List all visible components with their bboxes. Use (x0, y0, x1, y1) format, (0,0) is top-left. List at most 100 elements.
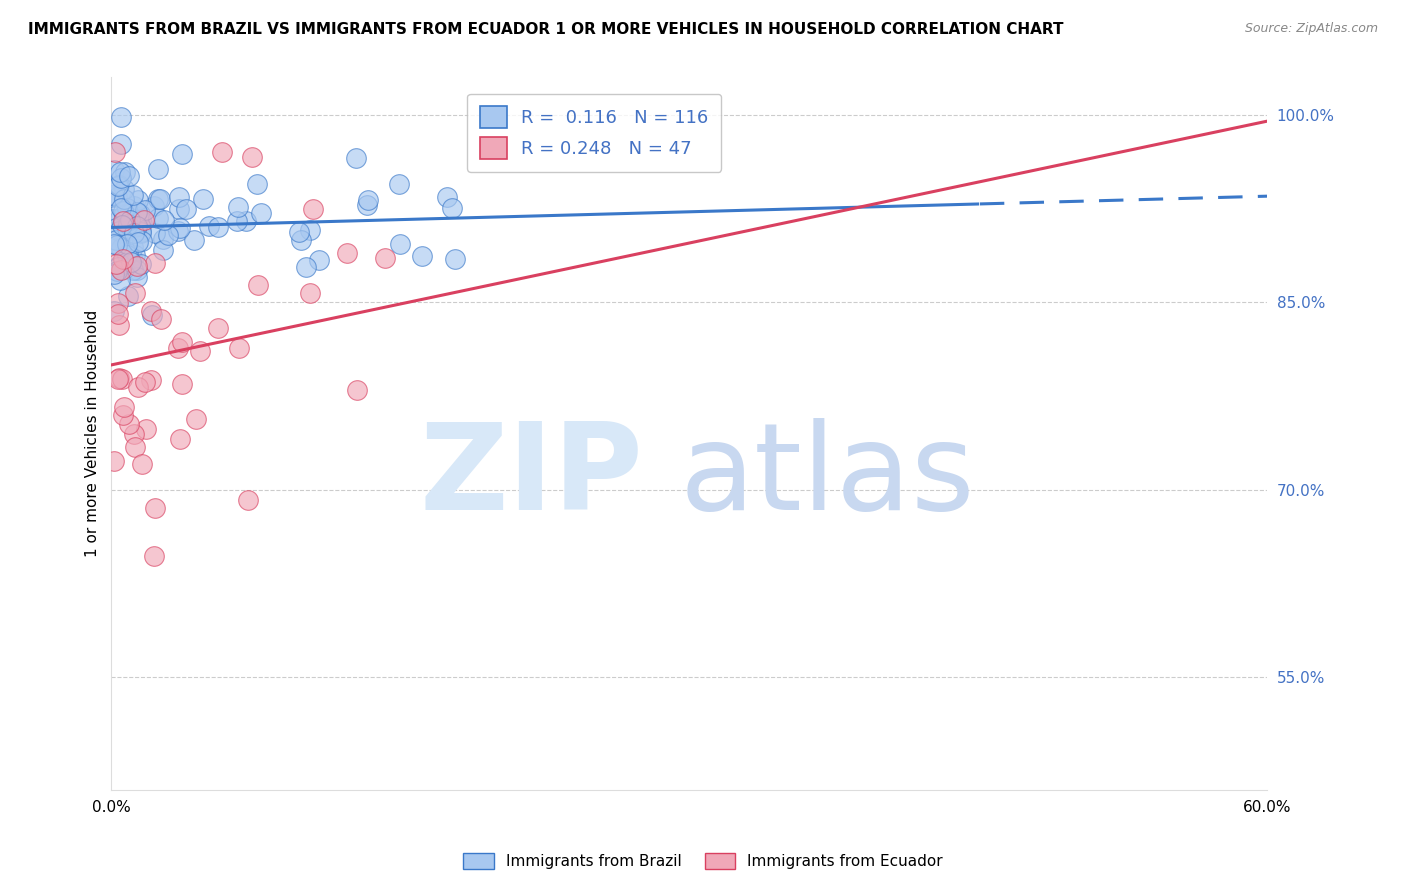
Point (112, 214, 135, 228)
Point (146, 161, 169, 176)
Point (127, 193, 149, 207)
Legend: R =  0.116   N = 116, R = 0.248   N = 47: R = 0.116 N = 116, R = 0.248 N = 47 (467, 94, 721, 172)
Point (107, 307, 129, 321)
Point (290, 233, 312, 247)
Point (134, 375, 156, 389)
Text: atlas: atlas (681, 417, 976, 535)
Point (127, 235, 149, 249)
Point (250, 206, 273, 220)
Text: ZIP: ZIP (419, 417, 643, 535)
Point (122, 187, 145, 202)
Text: IMMIGRANTS FROM BRAZIL VS IMMIGRANTS FROM ECUADOR 1 OR MORE VEHICLES IN HOUSEHOL: IMMIGRANTS FROM BRAZIL VS IMMIGRANTS FRO… (28, 22, 1063, 37)
Point (198, 219, 221, 234)
Point (114, 182, 136, 196)
Point (308, 252, 330, 267)
Point (356, 193, 378, 207)
Point (105, 263, 128, 277)
Point (242, 150, 264, 164)
Point (139, 304, 162, 318)
Point (167, 341, 190, 355)
Point (117, 245, 139, 260)
Point (148, 192, 170, 206)
Point (105, 238, 128, 252)
Point (105, 190, 128, 204)
Point (125, 204, 148, 219)
Point (298, 285, 321, 300)
Point (107, 372, 129, 386)
Point (112, 235, 135, 250)
Point (121, 215, 143, 229)
Point (115, 237, 138, 252)
Point (207, 320, 229, 334)
Point (191, 192, 214, 206)
Point (112, 408, 135, 422)
Point (112, 192, 135, 206)
Point (111, 218, 134, 232)
Y-axis label: 1 or more Vehicles in Household: 1 or more Vehicles in Household (86, 310, 100, 558)
Point (124, 286, 146, 301)
Point (294, 260, 316, 275)
Point (128, 210, 150, 224)
Point (110, 136, 132, 151)
Point (103, 267, 125, 281)
Point (143, 199, 166, 213)
Point (139, 373, 162, 387)
Legend: Immigrants from Brazil, Immigrants from Ecuador: Immigrants from Brazil, Immigrants from … (457, 847, 949, 875)
Point (105, 221, 128, 235)
Point (374, 251, 396, 265)
Point (125, 220, 148, 235)
Point (118, 218, 141, 232)
Point (441, 202, 464, 216)
Point (117, 217, 139, 231)
Point (131, 216, 153, 230)
Point (122, 426, 145, 441)
Point (170, 377, 193, 392)
Point (118, 212, 141, 227)
Point (152, 243, 174, 257)
Point (443, 252, 465, 266)
Point (226, 200, 249, 214)
Point (108, 257, 131, 271)
Point (150, 311, 173, 326)
Point (169, 190, 191, 204)
Point (118, 169, 141, 184)
Point (110, 263, 132, 277)
Point (125, 219, 148, 233)
Point (110, 241, 132, 255)
Point (346, 383, 368, 397)
Point (110, 201, 132, 215)
Point (108, 178, 131, 192)
Point (121, 251, 143, 265)
Point (183, 233, 205, 247)
Point (107, 179, 129, 194)
Point (117, 248, 139, 262)
Point (143, 226, 166, 240)
Point (247, 277, 270, 292)
Point (356, 198, 378, 212)
Point (127, 380, 149, 394)
Text: Source: ZipAtlas.com: Source: ZipAtlas.com (1244, 22, 1378, 36)
Point (118, 207, 141, 221)
Point (134, 203, 156, 218)
Point (114, 165, 136, 179)
Point (115, 201, 138, 215)
Point (146, 211, 169, 225)
Point (112, 262, 135, 277)
Point (108, 164, 131, 178)
Point (186, 412, 208, 426)
Point (128, 207, 150, 221)
Point (122, 199, 145, 213)
Point (235, 213, 257, 227)
Point (107, 260, 129, 275)
Point (225, 214, 247, 228)
Point (125, 259, 148, 273)
Point (129, 257, 152, 271)
Point (112, 227, 135, 241)
Point (103, 453, 125, 467)
Point (129, 223, 152, 237)
Point (228, 341, 250, 355)
Point (110, 171, 132, 186)
Point (111, 372, 134, 386)
Point (110, 211, 132, 226)
Point (108, 224, 131, 238)
